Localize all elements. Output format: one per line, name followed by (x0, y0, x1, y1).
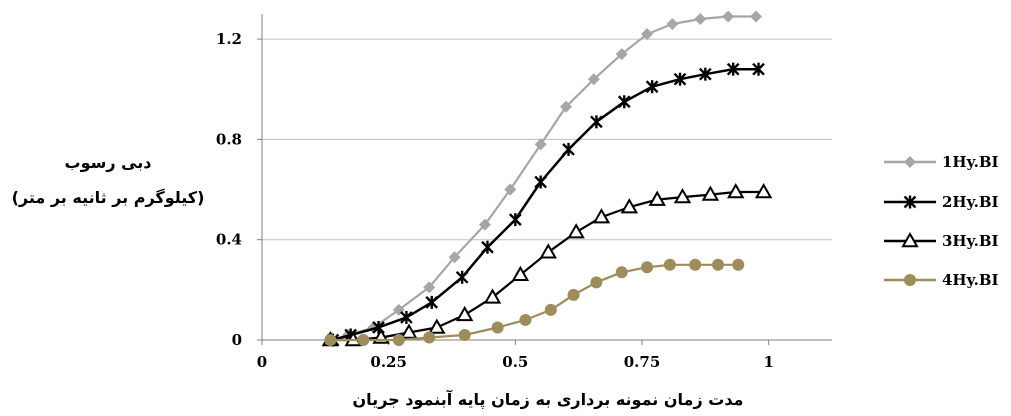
y-axis-title-line-1: دبی رسوب (64, 153, 151, 172)
series-2-point-3 (400, 310, 413, 324)
legend-label-4: 4Hy.BI (942, 271, 999, 289)
series-1-point-6 (478, 218, 491, 231)
x-tick-label-4: 1 (763, 353, 773, 371)
series-1-point-10 (587, 73, 600, 86)
legend-marker-4 (904, 274, 916, 286)
series-4-point-8 (567, 288, 580, 301)
legend-label-1: 1Hy.BI (942, 153, 999, 171)
legend-marker-3 (901, 231, 919, 248)
series-3-point-9 (567, 223, 585, 239)
series-1-point-15 (722, 10, 735, 23)
series-1-point-5 (448, 251, 461, 264)
series-1-point-12 (641, 28, 654, 41)
series-4-point-11 (641, 261, 654, 274)
y-tick-label-2: 0.8 (216, 130, 242, 148)
series-2-point-15 (726, 62, 740, 76)
series-line-2 (332, 67, 759, 342)
series-2-point-11 (617, 95, 631, 109)
series-1-point-4 (423, 281, 436, 294)
series-4-point-2 (392, 334, 405, 346)
series-4-point-14 (712, 258, 724, 271)
series-1-point-11 (615, 48, 628, 61)
series-1-point-13 (666, 18, 679, 31)
series-3-point-3 (400, 323, 418, 339)
series-2-point-8 (534, 175, 548, 189)
series-4-point-9 (590, 276, 603, 289)
x-tick-label-0: 0 (257, 353, 267, 371)
legend-label-3: 3Hy.BI (942, 232, 999, 250)
series-2-point-7 (508, 213, 522, 227)
series-2-point-14 (698, 67, 712, 81)
series-3-point-15 (727, 183, 745, 199)
series-2-point-6 (481, 240, 494, 254)
series-3-point-8 (539, 243, 557, 259)
series-2-point-10 (590, 115, 603, 129)
series-2-point-16 (752, 62, 765, 76)
y-axis-title-line-2: (کیلوگرم بر ثانیه بر متر) (12, 188, 205, 207)
series-3-point-14 (701, 185, 720, 201)
series-2-point-5 (455, 270, 469, 284)
series-4-point-3 (423, 331, 436, 344)
series-3-point-7 (511, 265, 530, 282)
series-4-point-1 (357, 334, 370, 346)
series-3-point-5 (455, 305, 474, 322)
series-3-point-12 (648, 190, 666, 206)
series-3-point-6 (483, 288, 502, 304)
series-2-point-13 (673, 72, 687, 86)
series-4-point-10 (615, 266, 628, 279)
series-4-point-12 (663, 258, 676, 271)
series-3-point-16 (754, 183, 773, 199)
series-2-point-12 (645, 80, 659, 94)
series-2-point-9 (562, 142, 575, 156)
series-4-point-7 (544, 303, 557, 316)
y-tick-label-3: 1.2 (216, 30, 242, 48)
series-3-point-4 (428, 318, 446, 334)
series-4-point-0 (324, 334, 337, 346)
x-tick-label-3: 0.75 (624, 353, 661, 371)
series-4-point-4 (458, 328, 471, 341)
series-1-point-8 (534, 138, 547, 151)
series-4-point-5 (491, 321, 504, 334)
series-1-point-14 (694, 13, 707, 26)
legend-marker-2 (903, 195, 917, 209)
y-tick-label-0: 0 (232, 331, 242, 349)
x-axis-title: مدت زمان نمونه برداری به زمان پایه آبنمو… (353, 389, 744, 410)
series-line-4 (330, 263, 739, 342)
series-2-point-4 (425, 295, 439, 309)
y-tick-label-1: 0.4 (216, 231, 242, 249)
series-1-point-9 (560, 100, 572, 113)
series-3-point-10 (592, 208, 611, 224)
legend-marker-1 (904, 156, 916, 168)
series-1-point-16 (750, 10, 762, 23)
x-tick-label-2: 0.5 (502, 353, 528, 371)
series-4-point-15 (732, 258, 745, 271)
series-4-point-13 (689, 258, 702, 271)
series-3-point-11 (620, 198, 639, 214)
legend-label-2: 2Hy.BI (942, 193, 999, 211)
x-tick-label-1: 0.25 (370, 353, 407, 371)
series-1-point-7 (504, 183, 517, 196)
series-3-point-13 (673, 188, 692, 204)
series-4-point-6 (519, 313, 532, 326)
